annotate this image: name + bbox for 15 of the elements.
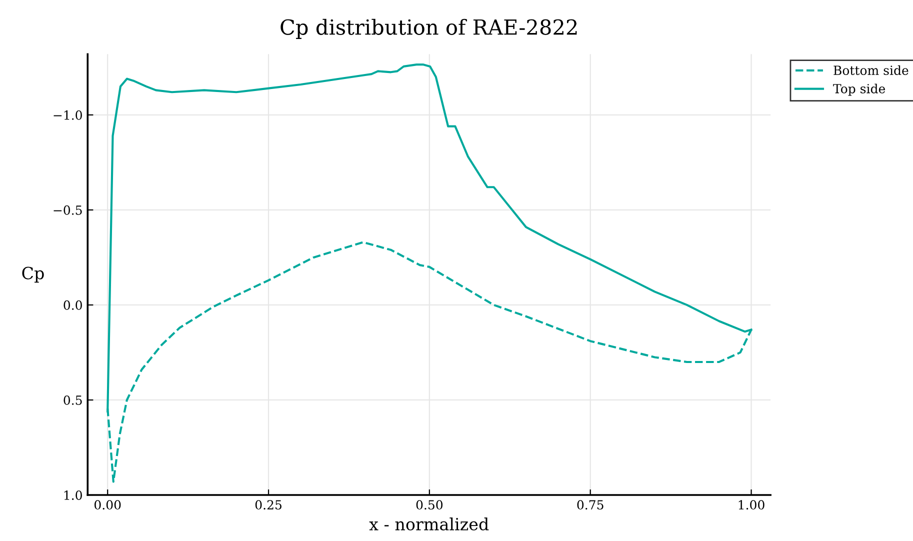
- legend-label: Top side: [833, 84, 886, 96]
- y-tick-label: −0.5: [54, 205, 82, 215]
- chart-title: Cp distribution of RAE-2822: [280, 18, 577, 39]
- y-tick-label: 0.0: [64, 300, 82, 310]
- y-tick-label: 0.5: [64, 395, 82, 405]
- legend-label: Bottom side: [834, 65, 908, 76]
- x-tick-label: 0.50: [416, 500, 443, 510]
- x-tick-label: 0.75: [577, 500, 604, 510]
- y-tick-label: 1.0: [64, 490, 82, 500]
- y-tick-label: −1.0: [54, 110, 82, 120]
- x-axis-title: x - normalized: [369, 518, 489, 530]
- y-axis-title: Cp: [22, 266, 44, 283]
- x-tick-label: 1.00: [738, 500, 764, 510]
- x-tick-label: 0.25: [255, 500, 282, 510]
- x-tick-label: 0.00: [94, 500, 121, 510]
